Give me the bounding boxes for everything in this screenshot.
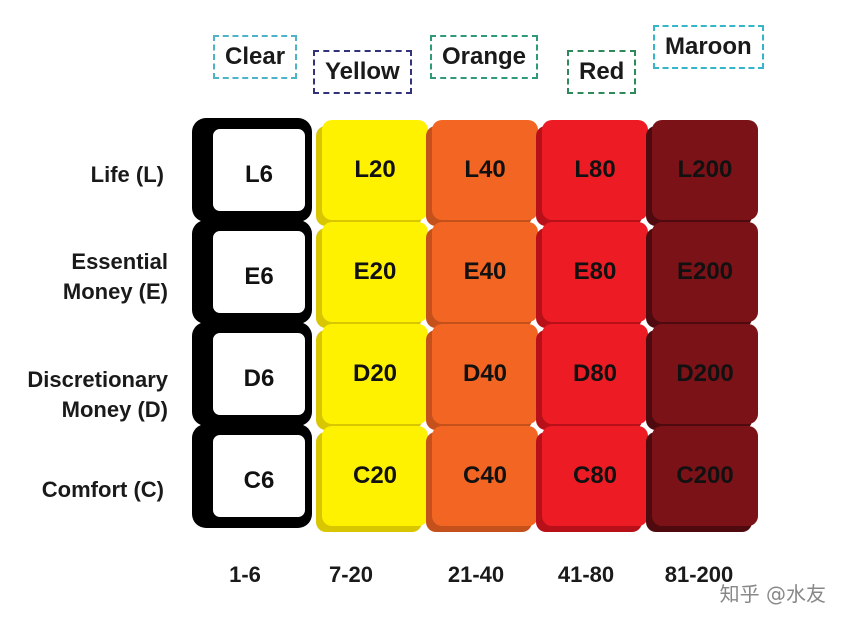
grid-cell: L6 bbox=[208, 124, 310, 216]
grid-cell: E20 bbox=[322, 222, 428, 322]
grid-cell: D6 bbox=[208, 328, 310, 420]
grid-cell: D20 bbox=[322, 324, 428, 424]
grid-cell: C200 bbox=[652, 426, 758, 526]
column-header-maroon: Maroon bbox=[653, 25, 764, 69]
grid-cell: L80 bbox=[542, 120, 648, 220]
column-header-clear: Clear bbox=[213, 35, 298, 79]
grid-cell: L20 bbox=[322, 120, 428, 220]
grid-cell: D200 bbox=[652, 324, 758, 424]
row-label-essential-money: Essential Money (E) bbox=[62, 249, 168, 304]
range-label-yellow: 7-20 bbox=[328, 562, 374, 587]
grid-cell: L200 bbox=[652, 120, 758, 220]
row-label-discretionary-money: Discretionary Money (D) bbox=[27, 367, 168, 422]
grid-cell: C6 bbox=[208, 430, 310, 522]
range-label-orange: 21-40 bbox=[447, 562, 505, 587]
grid-cell: E80 bbox=[542, 222, 648, 322]
grid-cell: C20 bbox=[322, 426, 428, 526]
range-label-red: 41-80 bbox=[557, 562, 615, 587]
grid-cell: C80 bbox=[542, 426, 648, 526]
column-header-orange: Orange bbox=[430, 35, 539, 79]
grid-cell: L40 bbox=[432, 120, 538, 220]
column-header-red: Red bbox=[567, 50, 637, 94]
column-header-yellow: Yellow bbox=[313, 50, 412, 94]
grid-cell: D40 bbox=[432, 324, 538, 424]
grid-cell: E40 bbox=[432, 222, 538, 322]
grid-cell: E200 bbox=[652, 222, 758, 322]
row-label-life: Life (L) bbox=[90, 162, 164, 187]
row-label-comfort: Comfort (C) bbox=[41, 477, 164, 502]
range-label-clear: 1-6 bbox=[229, 562, 261, 587]
grid-cell: E6 bbox=[208, 226, 310, 318]
grid-cell: C40 bbox=[432, 426, 538, 526]
watermark: 知乎 @水友 bbox=[719, 582, 826, 606]
range-label-maroon: 81-200 bbox=[664, 562, 734, 587]
grid-cell: D80 bbox=[542, 324, 648, 424]
